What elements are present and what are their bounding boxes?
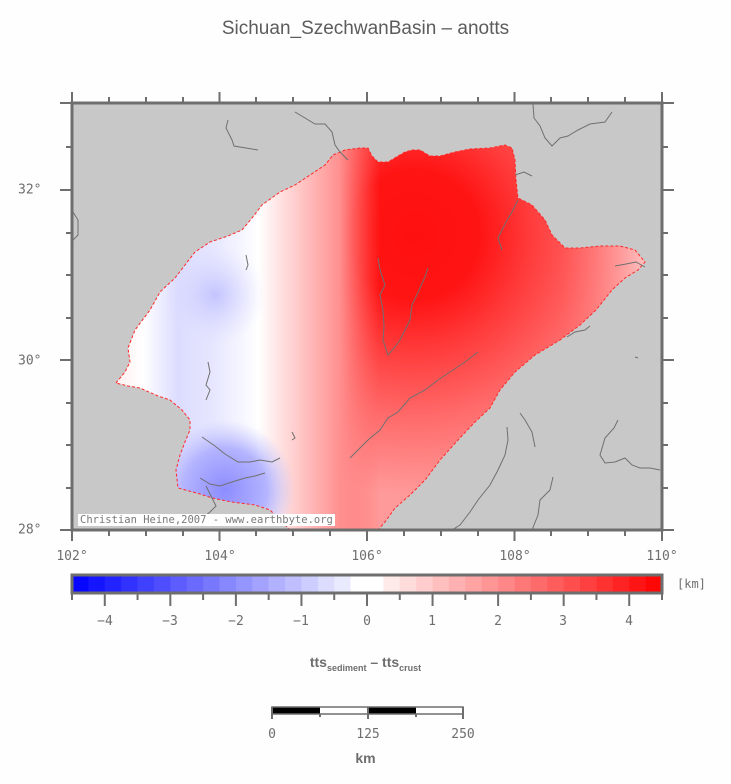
y-ticks xyxy=(60,102,674,531)
x-label-102: 102° xyxy=(56,549,88,564)
x-label-110: 110° xyxy=(646,549,678,564)
scale-bar xyxy=(271,706,464,719)
colorbar-label: 2 xyxy=(494,614,502,629)
colorbar-unit: [km] xyxy=(677,577,706,591)
rivers xyxy=(72,103,661,531)
scalebar-label-125: 125 xyxy=(356,727,380,742)
map-title: Sichuan_SzechwanBasin – anotts xyxy=(221,18,510,39)
colorbar xyxy=(70,573,664,606)
colorbar-label: −2 xyxy=(228,614,244,629)
colorbar-label: 0 xyxy=(363,614,371,629)
colorbar-label: 1 xyxy=(428,614,436,629)
y-label-28: 28° xyxy=(18,522,42,538)
colorbar-label: −4 xyxy=(97,614,113,629)
y-label-30: 30° xyxy=(18,353,42,369)
x-ticks xyxy=(71,92,663,541)
variable-label: ttssediment – ttscrust xyxy=(0,654,731,673)
variable-sub-right: crust xyxy=(399,662,422,673)
x-label-108: 108° xyxy=(499,549,531,564)
scalebar-label-0: 0 xyxy=(268,727,276,742)
colorbar-label: −1 xyxy=(293,614,309,629)
scalebar-unit: km xyxy=(355,750,376,766)
scalebar-label-250: 250 xyxy=(451,727,475,742)
colorbar-label: 4 xyxy=(625,614,633,629)
credit-text: Christian Heine,2007 - www.earthbyte.org xyxy=(78,514,335,526)
variable-sub-left: sediment xyxy=(326,662,367,673)
y-label-32: 32° xyxy=(18,182,42,198)
colorbar-label: 3 xyxy=(559,614,567,629)
variable-base-right: tts xyxy=(382,654,400,670)
colorbar-label: −3 xyxy=(162,614,178,629)
x-label-104: 104° xyxy=(204,549,236,564)
x-label-106: 106° xyxy=(351,549,383,564)
variable-base-left: tts xyxy=(309,654,327,670)
variable-operator: – xyxy=(370,654,379,670)
